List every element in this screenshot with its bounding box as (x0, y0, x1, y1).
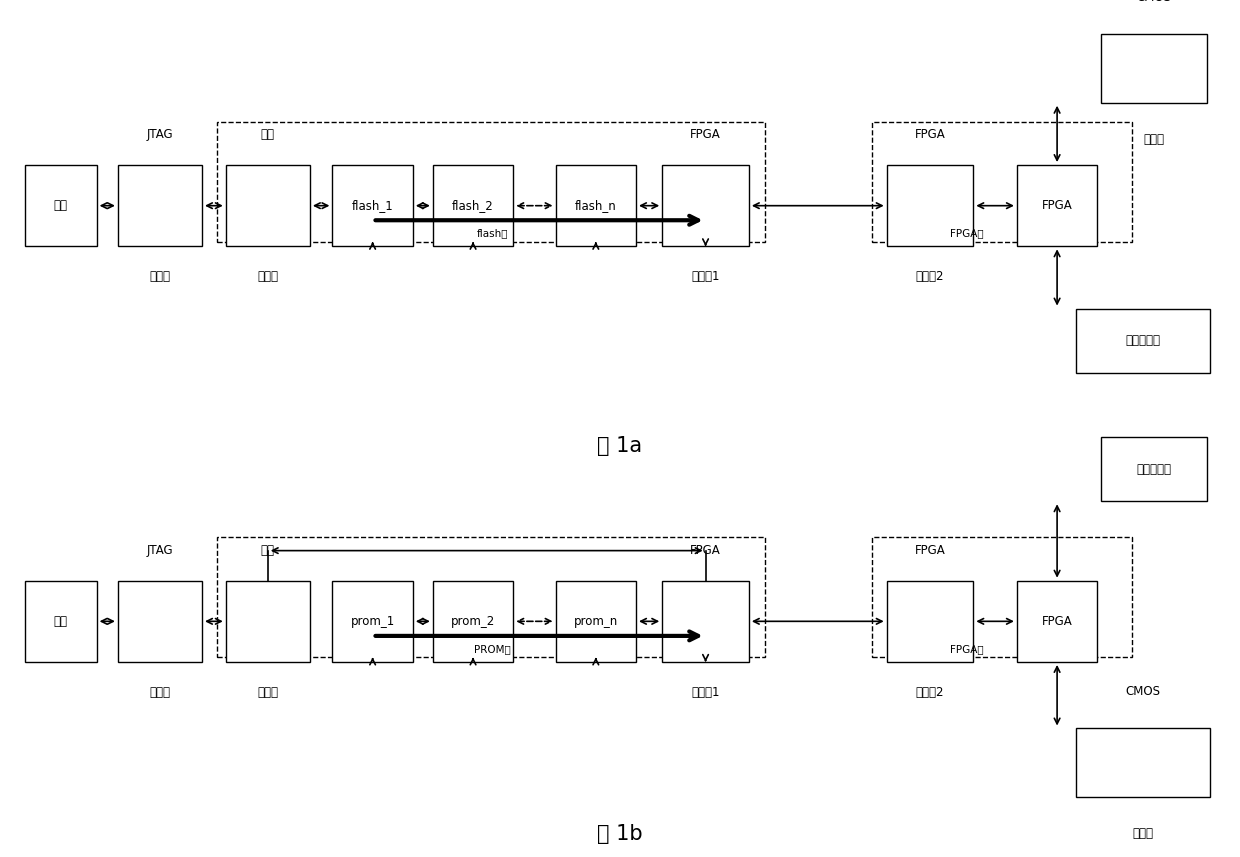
Bar (332, 165, 413, 247)
Text: FPGA: FPGA (915, 544, 945, 557)
Bar (433, 165, 513, 247)
Text: 电脑: 电脑 (53, 199, 68, 213)
Text: prom_2: prom_2 (451, 614, 495, 628)
Text: FPGA: FPGA (1042, 199, 1073, 213)
Bar (1101, 34, 1207, 103)
Bar (332, 581, 413, 662)
Text: 下载: 下载 (260, 544, 275, 557)
Text: 焦面板: 焦面板 (1133, 827, 1153, 840)
Bar (1076, 309, 1210, 373)
Bar (118, 581, 202, 662)
Text: 电脑: 电脑 (53, 614, 68, 628)
Text: 连接器: 连接器 (258, 270, 278, 283)
Text: 连接剘1: 连接剘1 (692, 686, 719, 698)
Text: prom_n: prom_n (574, 614, 618, 628)
Bar (1017, 581, 1097, 662)
Text: FPGA板: FPGA板 (950, 228, 985, 238)
Text: flash_2: flash_2 (453, 199, 494, 213)
Bar (226, 165, 310, 247)
Bar (1076, 728, 1210, 797)
Bar (887, 581, 973, 662)
Text: FPGA: FPGA (915, 129, 945, 141)
Text: flash板: flash板 (476, 228, 508, 238)
Text: FPGA: FPGA (691, 129, 720, 141)
Bar (662, 165, 749, 247)
Text: JTAG: JTAG (146, 544, 174, 557)
Bar (25, 581, 97, 662)
Bar (872, 122, 1132, 242)
Text: flash_1: flash_1 (352, 199, 393, 213)
Text: 焦面板: 焦面板 (1143, 133, 1164, 146)
Text: 连接剘1: 连接剘1 (692, 270, 719, 283)
Text: 成像控制器: 成像控制器 (1126, 334, 1161, 347)
Text: prom_1: prom_1 (351, 614, 394, 628)
Text: PROM板: PROM板 (474, 644, 511, 654)
Bar (872, 537, 1132, 657)
Bar (25, 165, 97, 247)
Bar (118, 165, 202, 247)
Text: CMOS: CMOS (1136, 0, 1172, 4)
Text: 连接器: 连接器 (258, 686, 278, 698)
Text: 下载: 下载 (260, 129, 275, 141)
Text: FPGA: FPGA (691, 544, 720, 557)
Text: 图 1a: 图 1a (598, 435, 642, 456)
Text: JTAG: JTAG (146, 129, 174, 141)
Text: 下载器: 下载器 (150, 270, 170, 283)
Bar (217, 122, 765, 242)
Text: flash_n: flash_n (575, 199, 616, 213)
Text: 成像控制器: 成像控制器 (1136, 463, 1172, 476)
Text: 连接剘2: 连接剘2 (916, 270, 944, 283)
Text: 下载器: 下载器 (150, 686, 170, 698)
Bar (556, 581, 636, 662)
Bar (433, 581, 513, 662)
Text: FPGA: FPGA (1042, 614, 1073, 628)
Text: FPGA板: FPGA板 (950, 644, 985, 654)
Bar (1101, 437, 1207, 501)
Text: CMOS: CMOS (1126, 686, 1161, 698)
Bar (1017, 165, 1097, 247)
Bar (217, 537, 765, 657)
Bar (226, 581, 310, 662)
Bar (662, 581, 749, 662)
Text: 连接剘2: 连接剘2 (916, 686, 944, 698)
Bar (887, 165, 973, 247)
Text: 图 1b: 图 1b (598, 824, 642, 844)
Bar (556, 165, 636, 247)
